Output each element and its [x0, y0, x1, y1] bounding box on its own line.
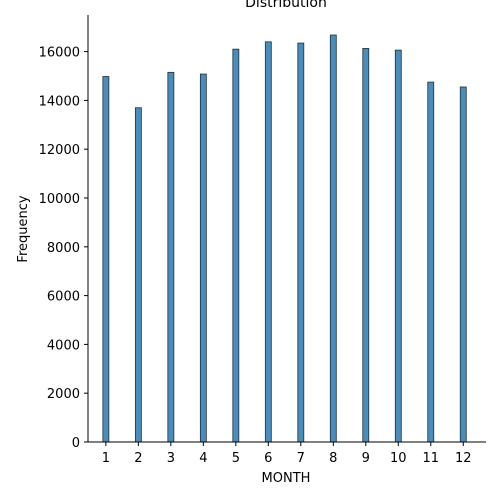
x-tick-label: 9 [362, 451, 370, 466]
bar-month-1 [102, 76, 110, 443]
y-tick-label: 2000 [47, 387, 80, 402]
bar-month-7 [297, 42, 305, 443]
x-tick-label: 2 [134, 451, 142, 466]
bar-month-5 [232, 48, 240, 443]
y-tick-label: 10000 [39, 192, 80, 207]
y-tick-label: 0 [72, 436, 80, 451]
bar-month-11 [427, 81, 435, 443]
x-tick-label: 4 [199, 451, 207, 466]
x-tick-label: 6 [264, 451, 272, 466]
bar-month-9 [362, 48, 370, 443]
bars-group [102, 34, 467, 443]
bar-month-6 [264, 41, 272, 443]
x-tick-label: 10 [390, 451, 407, 466]
x-tick-label: 11 [422, 451, 439, 466]
y-tick-label: 4000 [47, 338, 80, 353]
y-tick-label: 14000 [39, 94, 80, 109]
x-tick-label: 1 [102, 451, 110, 466]
bar-month-8 [329, 34, 337, 443]
y-tick-label: 6000 [47, 290, 80, 305]
chart-title: Distribution [245, 0, 327, 11]
x-ticks-group: 1 2 3 4 5 6 7 8 9 10 11 12 [102, 442, 472, 466]
y-axis-label: Frequency [16, 195, 31, 262]
bar-month-12 [459, 86, 467, 443]
x-axis-label: MONTH [262, 471, 311, 486]
x-tick-label: 5 [232, 451, 240, 466]
bar-month-4 [199, 73, 207, 443]
bar-month-2 [134, 107, 142, 443]
x-tick-label: 3 [167, 451, 175, 466]
bar-month-3 [167, 71, 175, 443]
y-tick-label: 8000 [47, 241, 80, 256]
y-ticks-group: 0 2000 4000 6000 8000 10000 12000 14000 16000 [39, 46, 88, 451]
x-tick-label: 7 [297, 451, 305, 466]
y-tick-label: 12000 [39, 143, 80, 158]
x-tick-label: 12 [455, 451, 472, 466]
bar-month-10 [394, 49, 402, 443]
x-tick-label: 8 [329, 451, 337, 466]
y-tick-label: 16000 [39, 46, 80, 61]
